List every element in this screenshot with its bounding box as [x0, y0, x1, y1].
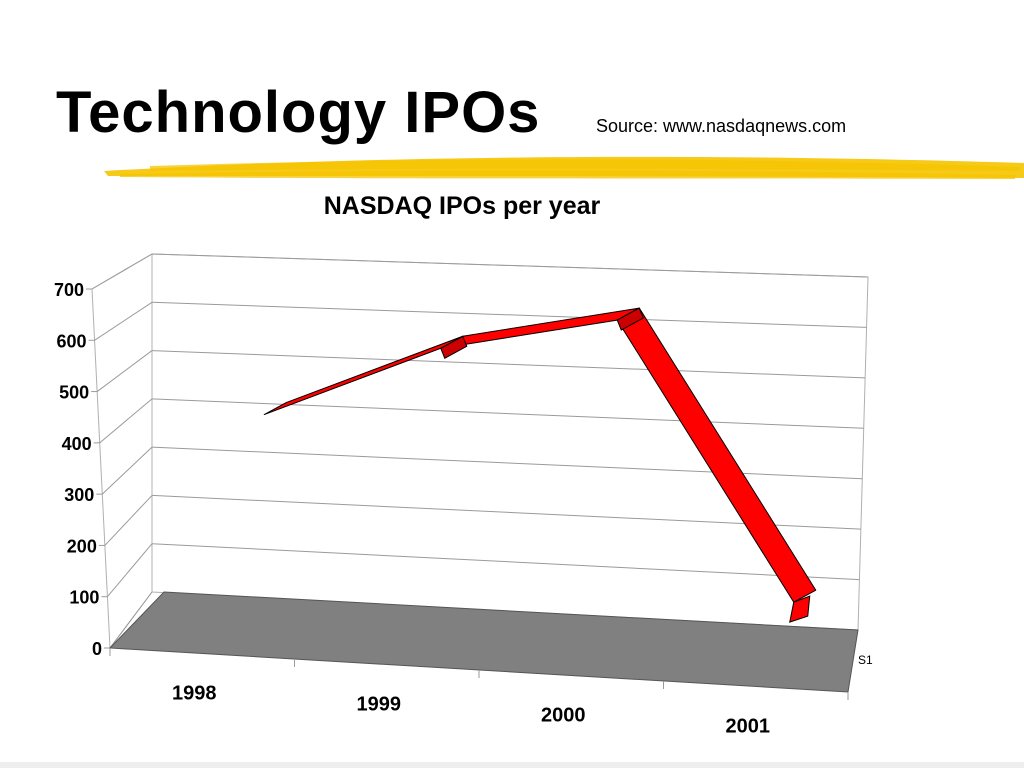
y-axis-ticks: 0 100 200 300 400 500 600 700: [54, 280, 110, 659]
x-tick-label-1999: 1999: [357, 694, 402, 716]
side-gridline: [101, 446, 153, 495]
back-wall: [151, 253, 869, 631]
brush-stroke: [150, 159, 1020, 171]
series-point-2000: [616, 307, 644, 331]
chart-walls: [91, 253, 869, 650]
x-tick-label-2000: 2000: [541, 705, 586, 727]
x-axis-ticks: 1998 1999 2000 2001: [109, 648, 849, 738]
chart-legend: S1: [858, 653, 873, 667]
y-tick-label: 600: [57, 331, 87, 351]
back-gridline: [151, 350, 866, 379]
side-gridline: [99, 398, 153, 444]
y-tick-label: 700: [54, 280, 84, 300]
series-point-1999: [440, 335, 468, 359]
series-point-2001: [789, 595, 811, 623]
side-gridline: [107, 543, 153, 598]
source-note: Source: www.nasdaqnews.com: [596, 116, 847, 136]
side-gridline: [94, 301, 153, 341]
side-gridline: [96, 350, 153, 392]
chart-gridlines: [91, 253, 869, 649]
back-gridline: [151, 253, 869, 278]
back-gridline: [151, 494, 861, 530]
brush-strokes: [104, 156, 1024, 179]
y-tick-label: 300: [64, 485, 94, 505]
y-tick-label: 200: [67, 536, 97, 556]
back-gridline: [151, 446, 863, 480]
x-tick-label-1998: 1998: [172, 683, 217, 705]
side-gridline: [91, 253, 153, 290]
side-gridline: [104, 495, 153, 546]
back-gridline: [151, 301, 867, 328]
back-gridline: [151, 398, 864, 429]
chart-series: [263, 307, 817, 623]
x-tick-label-2001: 2001: [726, 716, 771, 738]
back-gridline: [151, 543, 860, 581]
side-gridline: [109, 591, 153, 649]
slide-title: Technology IPOs: [56, 80, 541, 145]
y-tick-label: 0: [92, 639, 102, 659]
brush-stroke: [120, 170, 1015, 179]
footer-line: [0, 762, 1024, 768]
chart-title: NASDAQ IPOs per year: [323, 192, 601, 220]
y-tick-label: 400: [62, 434, 92, 454]
side-wall: [91, 253, 153, 650]
series-label: S1: [858, 653, 873, 667]
y-tick-label: 500: [59, 383, 89, 403]
y-tick-label: 100: [69, 588, 99, 608]
